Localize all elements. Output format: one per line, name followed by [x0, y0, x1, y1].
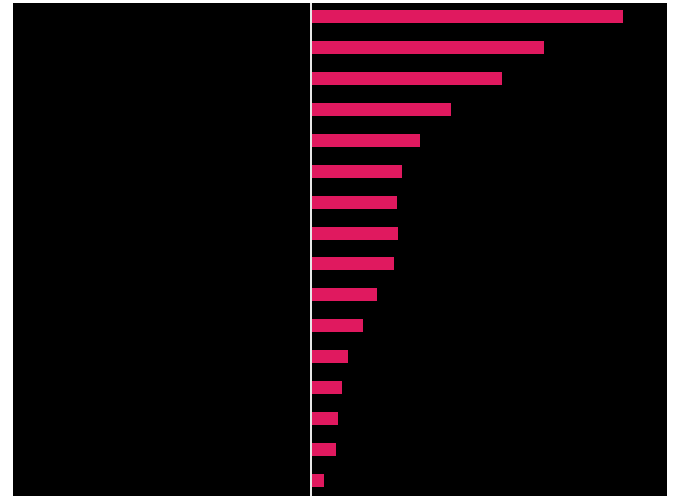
bar-row-13	[312, 412, 338, 426]
bar-row-14	[312, 443, 336, 457]
bar-row-1	[312, 40, 544, 54]
bar-row-8	[312, 257, 394, 271]
bar-series	[13, 3, 667, 496]
bar-row-11	[312, 350, 348, 364]
bar-row-6	[312, 195, 397, 209]
bar-row-15	[312, 473, 324, 487]
bar-row-9	[312, 288, 377, 302]
bar-row-0	[312, 10, 623, 23]
bar-row-4	[312, 133, 420, 147]
bar-row-2	[312, 71, 502, 85]
bar-row-12	[312, 381, 342, 395]
chart-plot-area	[13, 3, 667, 496]
bar-row-3	[312, 102, 451, 116]
y-axis-baseline	[310, 3, 312, 496]
bar-row-5	[312, 164, 402, 178]
bar-row-7	[312, 226, 398, 240]
bar-row-10	[312, 319, 363, 333]
